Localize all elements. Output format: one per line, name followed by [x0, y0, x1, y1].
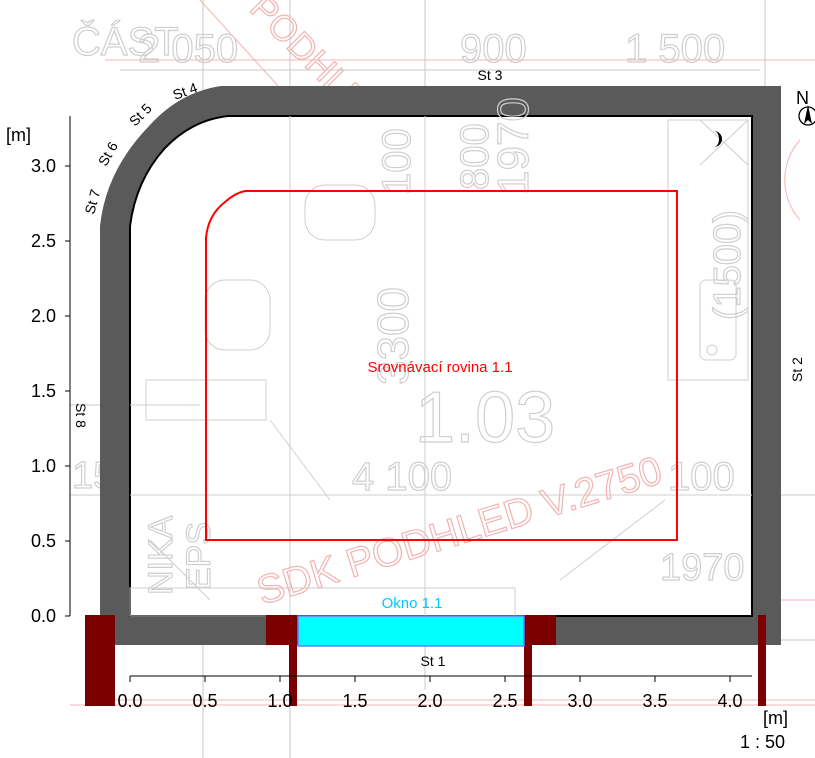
x-axis-unit: [m] [763, 708, 788, 728]
room-bg-800: 800 [453, 123, 497, 190]
y-tick-label: 0.0 [31, 606, 56, 626]
room-bg-4100: 4 100 [352, 455, 452, 499]
bg-text-1500: 1 500 [625, 27, 725, 71]
y-tick-label: 1.0 [31, 456, 56, 476]
room-bg-1970-right: 1970 [660, 547, 745, 589]
room-bg-3300: 3300 [369, 287, 418, 385]
wall-label-st7: St 7 [81, 187, 103, 215]
y-tick-label: 0.5 [31, 531, 56, 551]
y-axis-unit: [m] [6, 125, 31, 145]
wall-label-st6: St 6 [95, 139, 121, 169]
bg-text-2050: 2 050 [138, 27, 238, 71]
north-label: N [796, 88, 809, 108]
north-arrow: N [796, 88, 815, 126]
wall-label-st1: St 1 [421, 653, 446, 669]
column-left [85, 615, 115, 706]
y-tick-label: 2.0 [31, 306, 56, 326]
scale-label: 1 : 50 [740, 732, 785, 752]
room-bg-nika: NIKA [142, 515, 180, 595]
room-bg-100-right: 100 [668, 455, 735, 499]
room-bg-1500: (1500) [707, 210, 749, 320]
column-window-left-post [289, 615, 297, 706]
column-right [758, 615, 766, 706]
wall-outline [100, 86, 781, 645]
light-fixture-icon [714, 131, 722, 147]
y-tick-label: 1.5 [31, 381, 56, 401]
y-tick-label: 2.5 [31, 231, 56, 251]
x-tick-label: 1.5 [342, 691, 367, 711]
x-tick-label: 0.5 [192, 691, 217, 711]
bg-text-900: 900 [460, 27, 527, 71]
x-tick-label: 2.0 [417, 691, 442, 711]
column-window-right-post [524, 615, 532, 706]
x-tick-label: 2.5 [492, 691, 517, 711]
x-axis-ticks: 0.0 0.5 1.0 1.5 2.0 2.5 3.0 3.5 4.0 [117, 676, 743, 711]
room-boundary [129, 115, 753, 617]
wall-label-st2: St 2 [789, 357, 805, 382]
room-bg-room-number: 1.03 [415, 378, 555, 458]
columns [85, 615, 766, 706]
room-background-lines [129, 116, 752, 617]
y-axis-ticks: 0.0 0.5 1.0 1.5 2.0 2.5 3.0 [31, 156, 70, 626]
x-tick-label: 4.0 [717, 691, 742, 711]
wall-label-st8: St 8 [73, 403, 89, 428]
x-axis: 0.0 0.5 1.0 1.5 2.0 2.5 3.0 3.5 4.0 [m] [117, 675, 788, 728]
x-tick-label: 3.5 [642, 691, 667, 711]
north-arrow-head-icon [804, 105, 812, 124]
bg-text-cast: ČÁST [72, 19, 179, 64]
x-tick-label: 1.0 [267, 691, 292, 711]
x-tick-label: 3.0 [567, 691, 592, 711]
y-tick-label: 3.0 [31, 156, 56, 176]
room-bg-1970: 1970 [489, 97, 538, 195]
room-bg-100: 100 [375, 128, 419, 195]
reference-plane-label: Srovnávací rovina 1.1 [367, 359, 512, 376]
room-bg-eps: EPS [180, 522, 218, 590]
wall-label-st3: St 3 [478, 67, 503, 83]
y-axis: 0.0 0.5 1.0 1.5 2.0 2.5 3.0 [m] [6, 116, 71, 626]
window-opening [297, 615, 525, 647]
x-tick-label: 0.0 [117, 691, 142, 711]
window-label: Okno 1.1 [382, 595, 443, 612]
reference-plane-outline [205, 190, 678, 541]
